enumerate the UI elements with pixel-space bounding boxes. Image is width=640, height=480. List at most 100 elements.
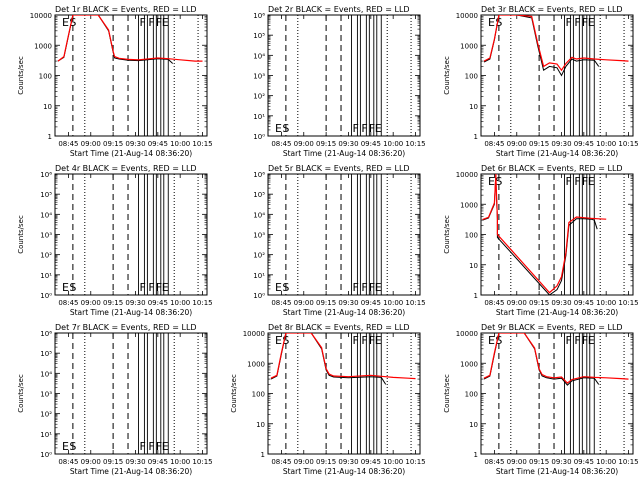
event-marker-label: F	[352, 281, 358, 294]
y-tick-label: 10²	[40, 411, 52, 419]
x-tick-label: 10:15	[192, 458, 212, 466]
x-tick-label: 09:30	[125, 458, 145, 466]
y-tick-label: 10¹	[253, 113, 265, 121]
x-tick-label: 10:00	[170, 458, 190, 466]
x-tick-label: 09:30	[551, 299, 571, 307]
x-tick-label: 09:15	[529, 458, 549, 466]
chart-title: Det 7r BLACK = Events, RED = LLD	[55, 323, 197, 332]
event-marker-label: S	[495, 334, 502, 347]
y-tick-label: 10⁴	[253, 52, 265, 60]
chart-panel-8: Det 8r BLACK = Events, RED = LLD 1 10 100 10…	[230, 323, 426, 476]
event-marker-label: F	[352, 122, 358, 135]
event-marker-label: S	[69, 16, 76, 29]
axes-frame	[54, 173, 208, 296]
x-tick-label: 09:30	[125, 299, 145, 307]
x-tick-label: 09:15	[316, 140, 336, 148]
y-tick-label: 10⁶	[253, 12, 265, 20]
x-tick-label: 09:00	[81, 140, 101, 148]
y-tick-label: 10⁰	[40, 292, 52, 300]
y-tick-label: 1	[261, 451, 265, 459]
event-marker-label: F	[574, 16, 580, 29]
event-marker-label: F	[369, 334, 375, 347]
x-tick-label: 09:00	[507, 299, 527, 307]
y-tick-label: 10⁶	[253, 171, 265, 179]
x-tick-label: 10:00	[170, 140, 190, 148]
axes-frame	[54, 14, 208, 137]
chart-panel-4: Det 4r BLACK = Events, RED = LLD 10⁰ 10¹ 10…	[17, 164, 213, 317]
x-tick-label: 09:00	[81, 299, 101, 307]
event-marker-label: F	[369, 281, 375, 294]
y-tick-label: 10⁴	[40, 211, 52, 219]
event-marker-label: F	[139, 16, 145, 29]
event-marker-label: E	[375, 281, 382, 294]
y-tick-label: 10⁵	[40, 191, 52, 199]
y-axis-label: Counts/sec	[17, 56, 25, 95]
x-tick-label: 10:00	[383, 140, 403, 148]
chart-panel-7: Det 7r BLACK = Events, RED = LLD 10⁰ 10¹ 10…	[17, 323, 213, 476]
y-tick-label: 10²	[253, 93, 265, 101]
chart-panel-1: Det 1r BLACK = Events, RED = LLD 1 10 100 10…	[17, 5, 213, 158]
chart-panel-5: Det 5r BLACK = Events, RED = LLD 10⁰ 10¹ 10…	[253, 164, 425, 317]
event-marker-label: E	[62, 16, 69, 29]
x-tick-label: 10:00	[383, 458, 403, 466]
event-marker-label: E	[275, 122, 282, 135]
event-marker-label: E	[275, 281, 282, 294]
y-tick-label: 1000	[460, 360, 478, 368]
chart-title: Det 1r BLACK = Events, RED = LLD	[55, 5, 197, 14]
series-group	[57, 15, 203, 64]
x-tick-label: 09:30	[338, 458, 358, 466]
chart-title: Det 2r BLACK = Events, RED = LLD	[268, 5, 410, 14]
y-tick-label: 100	[39, 73, 52, 81]
x-tick-label: 10:00	[383, 299, 403, 307]
event-marker-label: F	[582, 334, 588, 347]
x-tick-label: 08:45	[271, 458, 291, 466]
x-tick-label: 09:30	[125, 140, 145, 148]
series-line-lld	[483, 15, 629, 72]
x-axis-label: Start Time (21-Aug-14 08:36:20)	[496, 149, 618, 158]
event-marker-label: E	[162, 281, 169, 294]
chart-panel-2: Det 2r BLACK = Events, RED = LLD 10⁰ 10¹ 10…	[253, 5, 425, 158]
x-tick-label: 10:00	[596, 458, 616, 466]
y-tick-label: 10	[469, 103, 478, 111]
event-marker-label: E	[488, 175, 495, 188]
event-marker-label: E	[162, 16, 169, 29]
event-marker-label: F	[565, 334, 571, 347]
series-line-events	[482, 174, 598, 295]
y-tick-label: 10³	[253, 73, 265, 81]
event-marker-label: E	[62, 440, 69, 453]
y-tick-label: 10¹	[40, 431, 52, 439]
x-tick-label: 09:00	[507, 458, 527, 466]
event-marker-label: S	[282, 281, 289, 294]
y-tick-label: 10²	[253, 252, 265, 260]
x-tick-label: 10:15	[405, 140, 425, 148]
y-tick-label: 10²	[40, 252, 52, 260]
x-axis-label: Start Time (21-Aug-14 08:36:20)	[496, 308, 618, 317]
y-axis-label: Counts/sec	[17, 374, 25, 413]
x-axis-label: Start Time (21-Aug-14 08:36:20)	[70, 308, 192, 317]
event-marker-label: F	[139, 440, 145, 453]
x-tick-label: 09:15	[316, 299, 336, 307]
x-tick-label: 10:15	[618, 458, 638, 466]
event-marker-label: F	[361, 281, 367, 294]
axes-frame	[480, 14, 634, 137]
y-tick-label: 1	[48, 133, 52, 141]
y-tick-label: 10⁰	[253, 133, 265, 141]
y-tick-label: 10000	[456, 12, 478, 20]
y-tick-label: 10000	[30, 12, 52, 20]
x-tick-label: 08:45	[58, 299, 78, 307]
chart-title: Det 4r BLACK = Events, RED = LLD	[55, 164, 197, 173]
x-tick-label: 10:15	[405, 299, 425, 307]
event-marker-label: E	[375, 334, 382, 347]
x-tick-label: 09:45	[361, 140, 381, 148]
y-tick-label: 1000	[460, 42, 478, 50]
x-axis-label: Start Time (21-Aug-14 08:36:20)	[70, 467, 192, 476]
x-tick-label: 09:45	[148, 458, 168, 466]
x-tick-label: 10:00	[596, 140, 616, 148]
y-tick-label: 10³	[40, 232, 52, 240]
event-marker-label: F	[156, 16, 162, 29]
y-tick-label: 100	[252, 391, 265, 399]
y-axis-label: Counts/sec	[443, 374, 451, 413]
x-tick-label: 09:45	[574, 299, 594, 307]
x-tick-label: 09:15	[103, 458, 123, 466]
y-tick-label: 10⁴	[40, 370, 52, 378]
